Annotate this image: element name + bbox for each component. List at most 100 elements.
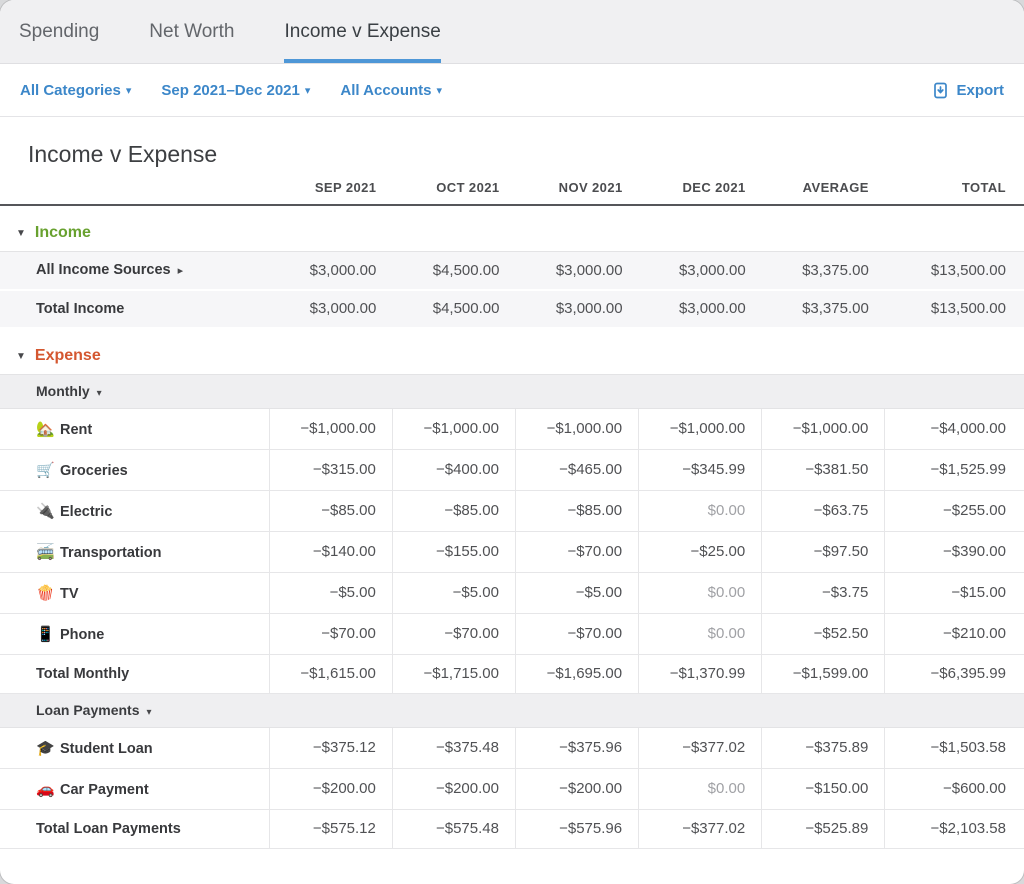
value-cell-groceries-oct-2021: −$400.00 [392,449,515,490]
value-cell-all-income-sources-sep-2021: $3,000.00 [269,252,392,290]
group-total-row-total-monthly: Total Monthly−$1,615.00−$1,715.00−$1,695… [0,654,1024,693]
section-row-income[interactable]: ▼ Income [0,205,1024,252]
category-label[interactable]: Transportation [60,545,162,561]
total-row-label: Total Monthly [36,666,129,682]
value-cell-phone-dec-2021: $0.00 [639,613,762,654]
income-total-row-total-income: Total Income$3,000.00$4,500.00$3,000.00$… [0,290,1024,328]
total-row-label: Total Loan Payments [36,821,181,837]
collapse-triangle-icon[interactable]: ▼ [16,351,26,362]
chevron-down-icon[interactable]: ▾ [97,388,102,399]
value-cell-student-loan-total: −$1,503.58 [885,727,1024,768]
category-label[interactable]: TV [60,586,79,602]
row-label-column-header [0,180,269,205]
export-button[interactable]: Export [933,82,1004,99]
filter-bar: All Categories▾ Sep 2021–Dec 2021▾ All A… [0,64,1024,117]
value-cell-transportation-sep-2021: −$140.00 [269,531,392,572]
value-cell-student-loan-average: −$375.89 [762,727,885,768]
value-cell-tv-oct-2021: −$5.00 [392,572,515,613]
value-cell-transportation-average: −$97.50 [762,531,885,572]
shopping-cart-icon: 🛒 [36,461,60,479]
value-cell-total-loan-payments-average: −$525.89 [762,809,885,848]
chevron-down-icon[interactable]: ▾ [146,707,151,718]
value-cell-tv-sep-2021: −$5.00 [269,572,392,613]
category-row-car-payment: 🚗Car Payment−$200.00−$200.00−$200.00$0.0… [0,768,1024,809]
value-cell-groceries-total: −$1,525.99 [885,449,1024,490]
column-header-nov-2021: NOV 2021 [515,180,638,205]
value-cell-total-loan-payments-dec-2021: −$377.02 [639,809,762,848]
value-cell-total-income-nov-2021: $3,000.00 [515,290,638,328]
value-cell-electric-oct-2021: −$85.00 [392,490,515,531]
value-cell-rent-dec-2021: −$1,000.00 [639,408,762,449]
value-cell-car-payment-dec-2021: $0.00 [639,768,762,809]
value-cell-student-loan-sep-2021: −$375.12 [269,727,392,768]
value-cell-total-monthly-sep-2021: −$1,615.00 [269,654,392,693]
income-item-row-all-income-sources: All Income Sources▸$3,000.00$4,500.00$3,… [0,252,1024,290]
categories-filter-dropdown[interactable]: All Categories▾ [20,82,131,99]
value-cell-electric-sep-2021: −$85.00 [269,490,392,531]
value-cell-all-income-sources-total: $13,500.00 [885,252,1024,290]
value-cell-car-payment-sep-2021: −$200.00 [269,768,392,809]
category-row-phone: 📱Phone−$70.00−$70.00−$70.00$0.00−$52.50−… [0,613,1024,654]
category-row-tv: 🍿TV−$5.00−$5.00−$5.00$0.00−$3.75−$15.00 [0,572,1024,613]
value-cell-rent-average: −$1,000.00 [762,408,885,449]
tab-spending[interactable]: Spending [19,0,99,63]
value-cell-tv-average: −$3.75 [762,572,885,613]
group-total-row-total-loan-payments: Total Loan Payments−$575.12−$575.48−$575… [0,809,1024,848]
tab-net-worth[interactable]: Net Worth [149,0,234,63]
value-cell-all-income-sources-average: $3,375.00 [762,252,885,290]
date-range-filter-dropdown[interactable]: Sep 2021–Dec 2021▾ [161,82,310,99]
chevron-down-icon: ▾ [437,85,443,97]
value-cell-transportation-nov-2021: −$70.00 [515,531,638,572]
value-cell-phone-sep-2021: −$70.00 [269,613,392,654]
value-cell-car-payment-average: −$150.00 [762,768,885,809]
category-label[interactable]: Electric [60,504,112,520]
value-cell-car-payment-nov-2021: −$200.00 [515,768,638,809]
mobile-phone-icon: 📱 [36,625,60,643]
value-cell-phone-total: −$210.00 [885,613,1024,654]
value-cell-total-income-sep-2021: $3,000.00 [269,290,392,328]
value-cell-total-income-dec-2021: $3,000.00 [639,290,762,328]
value-cell-total-loan-payments-sep-2021: −$575.12 [269,809,392,848]
section-row-expense[interactable]: ▼Expense [0,328,1024,375]
column-header-average: AVERAGE [762,180,885,205]
value-cell-transportation-oct-2021: −$155.00 [392,531,515,572]
row-label: Total Income [36,301,124,317]
value-cell-rent-sep-2021: −$1,000.00 [269,408,392,449]
collapse-triangle-icon[interactable]: ▼ [16,228,26,239]
value-cell-total-loan-payments-total: −$2,103.58 [885,809,1024,848]
category-label[interactable]: Car Payment [60,782,149,798]
subheader-row-loan-payments[interactable]: Loan Payments ▾ [0,693,1024,727]
value-cell-total-income-total: $13,500.00 [885,290,1024,328]
value-cell-student-loan-nov-2021: −$375.96 [515,727,638,768]
tab-income-v-expense[interactable]: Income v Expense [284,0,440,63]
value-cell-total-monthly-total: −$6,395.99 [885,654,1024,693]
category-label[interactable]: Student Loan [60,741,153,757]
accounts-filter-dropdown[interactable]: All Accounts▾ [340,82,442,99]
value-cell-all-income-sources-nov-2021: $3,000.00 [515,252,638,290]
value-cell-rent-nov-2021: −$1,000.00 [515,408,638,449]
app-window: Spending Net Worth Income v Expense All … [0,0,1024,884]
category-label[interactable]: Groceries [60,463,128,479]
page-title: Income v Expense [28,141,1024,168]
value-cell-car-payment-oct-2021: −$200.00 [392,768,515,809]
category-label[interactable]: Phone [60,627,104,643]
expand-triangle-icon[interactable]: ▸ [178,265,184,277]
popcorn-icon: 🍿 [36,584,60,602]
value-cell-electric-nov-2021: −$85.00 [515,490,638,531]
category-label[interactable]: Rent [60,422,92,438]
value-cell-groceries-average: −$381.50 [762,449,885,490]
subgroup-label: Monthly [36,383,90,399]
subheader-row-monthly[interactable]: Monthly ▾ [0,374,1024,408]
value-cell-all-income-sources-dec-2021: $3,000.00 [639,252,762,290]
value-cell-total-monthly-oct-2021: −$1,715.00 [392,654,515,693]
house-garden-icon: 🏡 [36,420,60,438]
column-header-row: SEP 2021OCT 2021NOV 2021DEC 2021AVERAGET… [0,180,1024,205]
category-row-student-loan: 🎓Student Loan−$375.12−$375.48−$375.96−$3… [0,727,1024,768]
value-cell-total-income-average: $3,375.00 [762,290,885,328]
row-label[interactable]: All Income Sources [36,262,171,278]
value-cell-groceries-nov-2021: −$465.00 [515,449,638,490]
section-heading-label: Income [35,224,91,241]
trolleybus-icon: 🚎 [36,543,60,561]
value-cell-rent-oct-2021: −$1,000.00 [392,408,515,449]
subgroup-label: Loan Payments [36,702,139,718]
